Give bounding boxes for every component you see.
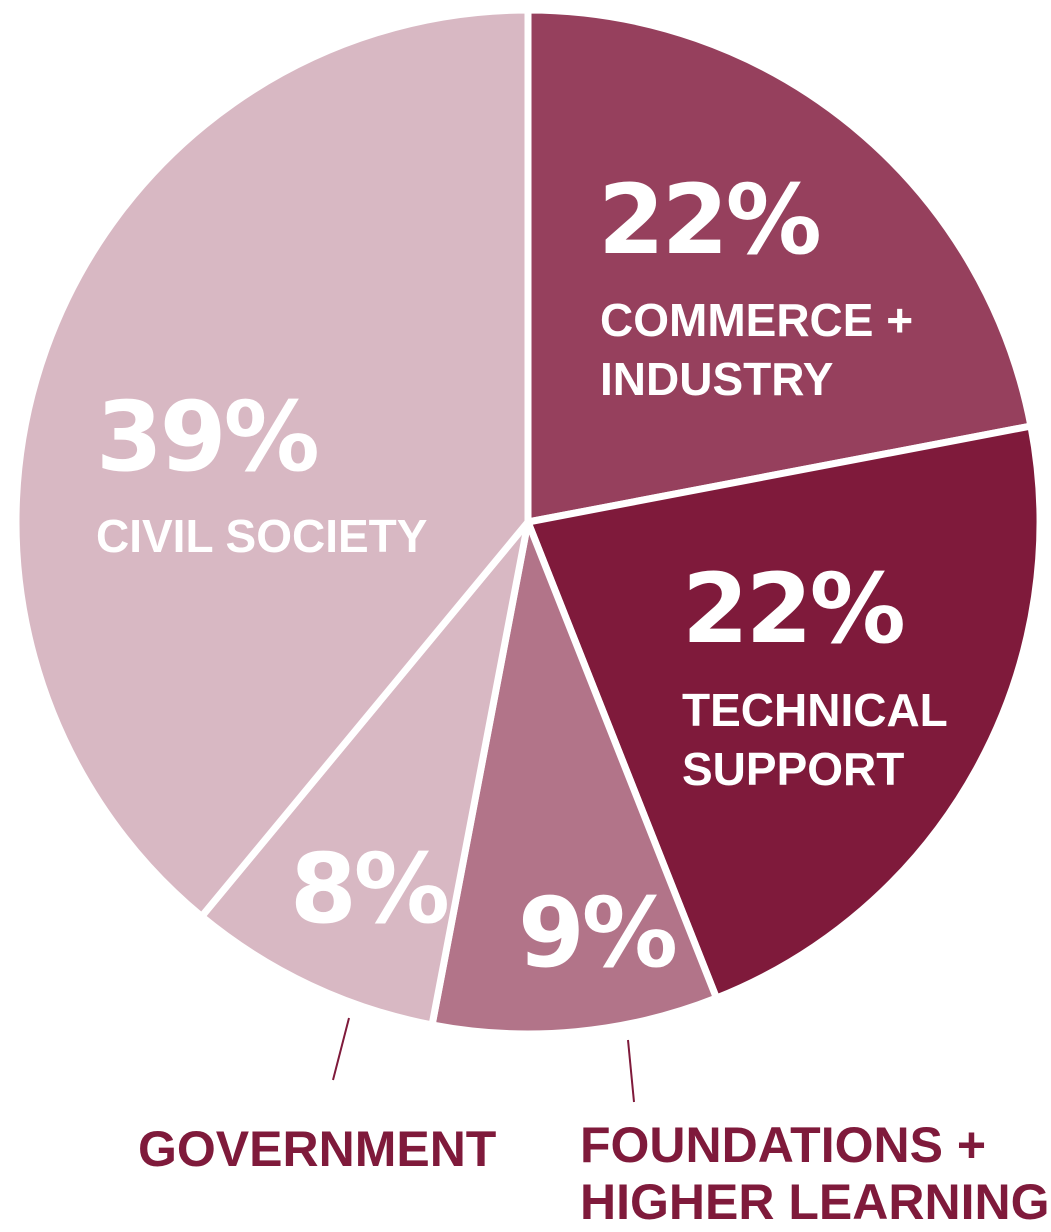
slice-label-technical-support-line2: SUPPORT bbox=[682, 743, 904, 795]
leader-line-government bbox=[332, 1017, 350, 1081]
slice-value-government: 8% bbox=[290, 833, 448, 945]
pie-slices bbox=[12, 6, 1044, 1038]
slice-value-technical-support: 22% bbox=[682, 553, 904, 665]
pie-slice-foundations-higher-learning bbox=[428, 518, 720, 1038]
slice-label-commerce-industry-line2: INDUSTRY bbox=[600, 353, 833, 405]
pie-slice-commerce-industry bbox=[524, 6, 1035, 526]
slice-value-commerce-industry: 22% bbox=[598, 164, 820, 276]
leader-line-foundations bbox=[627, 1039, 635, 1103]
outside-label-foundations-line2: HIGHER LEARNING bbox=[580, 1174, 1049, 1230]
leader-lines bbox=[332, 1017, 635, 1103]
slice-label-technical-support-line1: TECHNICAL bbox=[682, 684, 948, 736]
pie-slice-government bbox=[198, 518, 532, 1029]
slice-label-civil-society: CIVIL SOCIETY bbox=[96, 510, 427, 562]
pie-slice-technical-support bbox=[524, 422, 1044, 1002]
slice-value-civil-society: 39% bbox=[96, 381, 318, 493]
slice-value-foundations-higher-learning: 9% bbox=[518, 877, 676, 989]
slice-label-commerce-industry-line1: COMMERCE + bbox=[600, 294, 913, 346]
pie-slice-civil-society bbox=[12, 6, 532, 920]
outside-label-foundations-line1: FOUNDATIONS + bbox=[580, 1117, 986, 1173]
outside-label-government: GOVERNMENT bbox=[138, 1121, 496, 1177]
